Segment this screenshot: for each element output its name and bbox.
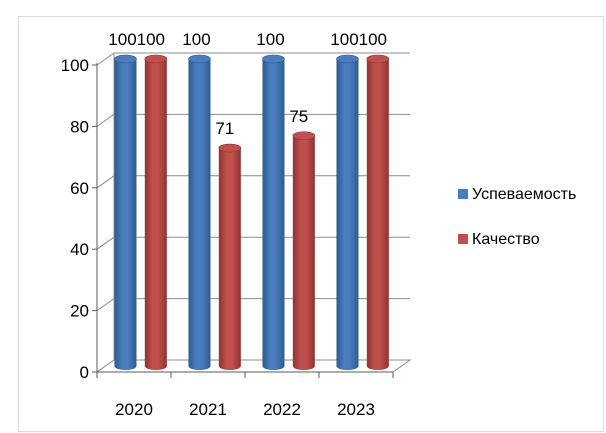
bar-body	[292, 135, 315, 370]
bar-top	[114, 54, 137, 64]
bar-body	[262, 59, 285, 370]
y-tick-labels: 0 20 40 60 80 100	[61, 56, 89, 382]
bar-top	[262, 54, 285, 64]
x-tick-label: 2022	[263, 400, 301, 419]
data-label: 100	[108, 30, 136, 49]
bar-top	[188, 54, 211, 64]
data-label: 100	[256, 30, 284, 49]
data-label: 100	[330, 30, 358, 49]
bar-top	[218, 143, 242, 153]
bar-2022-uspevaemost	[262, 54, 285, 370]
bars	[114, 54, 390, 370]
y-tick-label: 100	[61, 56, 89, 75]
data-label: 100	[137, 30, 165, 49]
bar-2020-uspevaemost	[114, 54, 137, 370]
bar-top	[336, 54, 359, 64]
x-tick-label: 2023	[337, 400, 375, 419]
legend-label-kachestvo: Качество	[472, 231, 540, 248]
bar-top	[366, 54, 390, 64]
gridline-depth	[96, 52, 115, 66]
data-label: 100	[182, 30, 210, 49]
data-label: 100	[359, 30, 387, 49]
bar-2023-uspevaemost	[336, 54, 359, 370]
bar-2021-kachestvo	[218, 143, 242, 370]
bar-body	[218, 148, 241, 370]
gridlines	[95, 52, 412, 373]
x-tick-labels: 2020 2021 2022 2023	[115, 400, 375, 419]
bar-2022-kachestvo	[292, 131, 316, 370]
gridline-depth	[96, 175, 115, 189]
y-tick-label: 40	[70, 240, 89, 259]
bar-body	[144, 59, 167, 370]
legend-swatch-kachestvo	[458, 234, 468, 244]
y-tick-label: 0	[80, 363, 89, 382]
bar-top	[144, 54, 168, 64]
bar-2023-kachestvo	[366, 54, 390, 370]
x-tick-label: 2020	[115, 400, 153, 419]
legend: Успеваемость Качество	[458, 186, 576, 248]
legend-swatch-uspevaemost	[458, 189, 468, 199]
data-label: 71	[215, 119, 234, 138]
y-tick-label: 60	[70, 179, 89, 198]
gridline-depth	[96, 113, 115, 127]
bar-body	[114, 59, 137, 370]
legend-label-uspevaemost: Успеваемость	[472, 186, 576, 203]
bar-2021-uspevaemost	[188, 54, 211, 370]
gridline-depth	[96, 298, 115, 312]
chart-floor	[95, 359, 412, 373]
bar-2020-kachestvo	[144, 54, 168, 370]
axes	[92, 53, 394, 378]
bar-body	[188, 59, 211, 370]
bar-body	[336, 59, 359, 370]
x-tick-label: 2021	[189, 400, 227, 419]
y-tick-label: 20	[70, 302, 89, 321]
y-tick-label: 80	[70, 117, 89, 136]
gridline-depth	[96, 236, 115, 250]
bar-body	[366, 59, 389, 370]
bar-top	[292, 131, 316, 141]
data-label: 75	[289, 107, 308, 126]
